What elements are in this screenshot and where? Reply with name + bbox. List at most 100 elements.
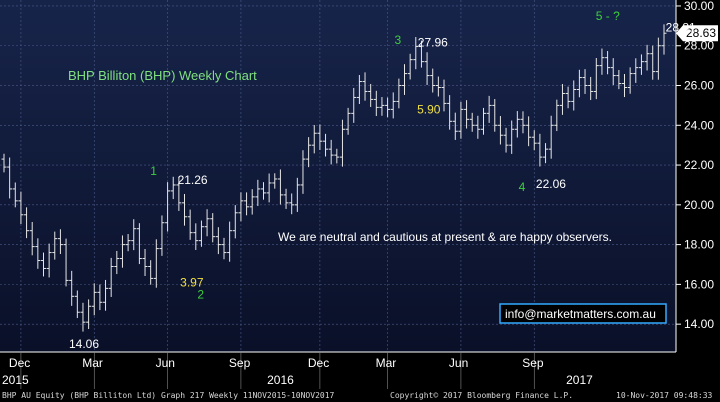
ohlc-bar [430,68,436,93]
y-tick-label: 30.00 [684,0,714,13]
ohlc-bar [165,182,171,232]
price-chart: 14.00 16.00 18.00 20.00 22.00 24.00 26.00 28.00… [0,0,718,389]
ohlc-bar [260,182,266,200]
ohlc-bar [418,40,424,68]
ohlc-bar [52,231,58,260]
y-tick-label: 24.00 [684,118,714,132]
ohlc-bar [441,79,447,112]
ohlc-bar [373,90,379,117]
ohlc-bar [526,116,532,147]
ohlc-bar [125,234,131,252]
ohlc-bar [379,97,385,116]
ohlc-bar [40,252,46,277]
chart-title: BHP Billiton (BHP) Weekly Chart [68,68,257,83]
ohlc-bar [368,83,374,107]
ohlc-bar [362,72,368,101]
ohlc-bar [317,124,323,150]
footer-right: 10-Nov-2017 09:48:33 [616,391,713,400]
ohlc-bar [390,92,396,119]
ohlc-bar [571,80,577,111]
ohlc-bar [277,169,283,205]
ohlc-bar [114,250,120,275]
ohlc-bar [244,192,250,216]
ohlc-bar [464,100,470,129]
ohlc-bar [148,260,154,285]
ohlc-bar [46,243,52,278]
ohlc-bar [396,78,402,109]
ohlc-bar [475,115,481,139]
ohlc-bar [638,54,644,75]
ohlc-bar [238,192,244,222]
ohlc-bar [328,139,334,165]
ohlc-bar [503,127,509,153]
ohlc-bar [576,69,582,98]
footer-left: BHP AU Equity (BHP Billiton Ltd) Graph 2… [2,391,335,400]
y-tick-label: 26.00 [684,79,714,93]
ohlc-bar [12,182,18,208]
ohlc-bar [159,215,165,256]
ohlc-bar [198,220,204,247]
ohlc-bar [593,58,599,100]
y-tick-label: 14.00 [684,317,714,331]
ohlc-bar [458,101,464,139]
ohlc-bar [74,290,80,319]
ohlc-bar [565,86,571,109]
annotation-label: 28.81 [666,21,696,35]
ohlc-bar [339,119,345,167]
ohlc-bar [182,193,188,226]
annotation-label: 5 - ? [596,9,620,23]
ohlc-bar [509,120,515,154]
x-axis: Dec Mar Jun Sep Dec Mar Jun Sep 2015 2016 2017 [0,351,676,389]
footer-center: Copyright© 2017 Bloomberg Finance L.P. [390,391,574,400]
ohlc-bar [435,76,441,97]
ohlc-bar [655,37,661,80]
ohlc-bar [469,112,475,132]
ohlc-bar [605,51,611,75]
ohlc-bar [548,115,554,159]
ohlc-bar [424,52,430,85]
ohlc-bar [57,229,63,254]
ohlc-bar [24,207,30,239]
x-month-label: Mar [82,356,103,370]
ohlc-bar [492,99,498,132]
y-tick-label: 28.00 [684,39,714,53]
ohlc-bar [407,53,413,80]
ohlc-bar [221,237,227,260]
ohlc-bar [452,112,458,140]
ohlc-bar [633,58,639,83]
ohlc-bar [627,67,633,94]
x-year-label: 2015 [2,373,29,387]
x-month-label: Dec [9,356,30,370]
ohlc-bar [142,249,148,277]
x-month-label: Jun [156,356,175,370]
y-tick-label: 22.00 [684,158,714,172]
ohlc-bar [559,84,565,115]
y-tick-label: 18.00 [684,238,714,252]
ohlc-bar [18,191,24,225]
ohlc-bar [29,221,35,256]
info-box [499,303,667,324]
ohlc-bar [447,95,453,130]
annotation-label: 21.26 [178,173,208,187]
ohlc-bar [294,177,300,212]
grid-lines [0,0,676,352]
ohlc-bar [345,107,351,135]
info-email: info@marketmatters.com.au [505,307,656,321]
ohlc-bar [283,188,289,209]
x-month-label: Sep [522,356,544,370]
plot-area [0,0,676,352]
ohlc-bar [543,143,549,164]
annotations: BHP Billiton (BHP) Weekly Chart 21.26 14.0… [68,9,696,351]
ohlc-bar [480,107,486,135]
ohlc-bar [255,179,261,206]
ohlc-bar [323,133,329,157]
ohlc-bar [356,74,362,104]
ohlc-bar [227,221,233,262]
ohlc-bar [249,189,255,215]
x-month-label: Mar [376,356,397,370]
ohlc-bar [1,153,7,173]
annotation-label: 14.06 [69,337,99,351]
ohlc-bar [351,87,357,123]
ohlc-bar [300,150,306,194]
ohlc-bar [204,209,210,237]
